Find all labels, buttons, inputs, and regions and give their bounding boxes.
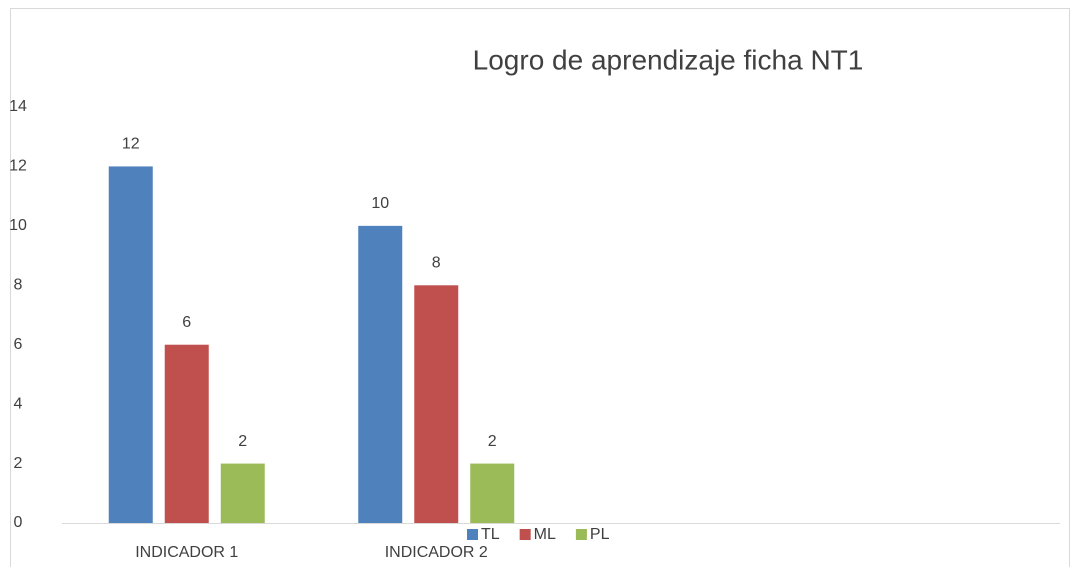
legend-swatch bbox=[467, 529, 478, 540]
y-tick-label: 0 bbox=[14, 514, 23, 531]
legend-label: PL bbox=[590, 526, 610, 543]
y-tick-label: 2 bbox=[14, 455, 23, 472]
y-tick-label: 12 bbox=[9, 158, 27, 175]
y-tick-label: 8 bbox=[14, 277, 23, 294]
legend-label: ML bbox=[534, 526, 556, 543]
x-tick-label: INDICADOR 2 bbox=[385, 544, 488, 561]
bar bbox=[358, 225, 403, 523]
data-label: 12 bbox=[122, 136, 140, 153]
y-tick-label: 10 bbox=[9, 217, 27, 234]
data-label: 2 bbox=[238, 433, 247, 450]
y-tick-label: 14 bbox=[9, 98, 27, 115]
bar bbox=[220, 463, 265, 523]
y-tick-label: 4 bbox=[14, 395, 23, 412]
chart-frame bbox=[10, 8, 1070, 567]
legend-swatch bbox=[575, 529, 587, 540]
bar bbox=[414, 285, 459, 523]
legend-swatch bbox=[519, 529, 531, 540]
y-tick-label: 6 bbox=[14, 336, 23, 353]
bar bbox=[108, 166, 153, 523]
chart-title: Logro de aprendizaje ficha NT1 bbox=[473, 44, 864, 75]
x-tick-label: INDICADOR 1 bbox=[135, 544, 238, 561]
data-label: 6 bbox=[182, 314, 191, 331]
bar bbox=[164, 344, 209, 523]
data-label: 2 bbox=[488, 433, 497, 450]
data-label: 8 bbox=[432, 255, 441, 272]
legend-label: TL bbox=[481, 526, 500, 543]
data-label: 10 bbox=[371, 195, 389, 212]
bar bbox=[470, 463, 515, 523]
